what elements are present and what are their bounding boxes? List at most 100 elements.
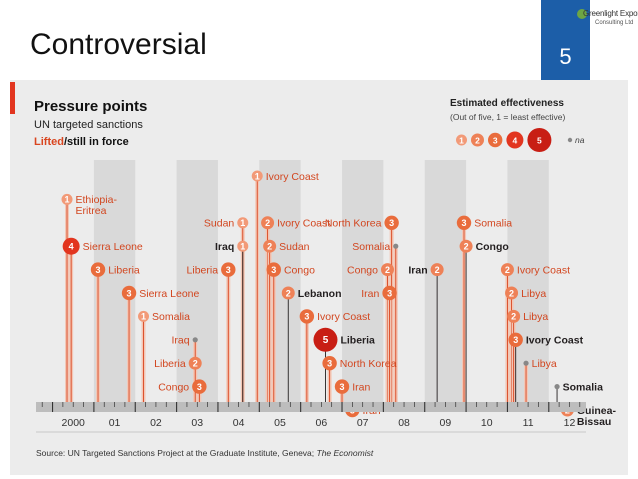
sanction-score-circle xyxy=(192,379,207,394)
sanction-score-label: 3 xyxy=(389,218,394,228)
sanction-country-label: Liberia xyxy=(154,358,186,370)
sanction-score-label: 2 xyxy=(267,242,272,252)
sanction-country-line: Iran xyxy=(361,288,379,300)
sanction-score-label: 3 xyxy=(304,312,309,322)
sanction-score-label: 3 xyxy=(226,265,231,275)
sanction-score-label: 3 xyxy=(96,265,101,275)
sanction-country-label: Congo xyxy=(347,264,378,276)
sanction-score-circle xyxy=(138,310,150,322)
tick-label: 11 xyxy=(523,417,534,429)
tick-label: 2000 xyxy=(62,417,86,429)
sanction-score-label: 3 xyxy=(387,288,392,298)
sanction-country-label: Somalia xyxy=(474,218,512,230)
sanction-country-label: Sierra Leone xyxy=(83,241,143,253)
sanction-country-line: Somalia xyxy=(152,311,190,323)
sanction-country-line: Libya xyxy=(523,311,548,323)
sanction-score-circle xyxy=(334,379,350,394)
tick-label: 12 xyxy=(564,417,576,429)
sanction-score-label: 2 xyxy=(385,265,390,275)
tick-label: 02 xyxy=(150,417,162,429)
sanction-score-circle xyxy=(313,327,338,352)
sanction-score-label: 2 xyxy=(435,265,440,275)
sanction-country-line: North Korea xyxy=(325,218,382,230)
source-text: Source: UN Targeted Sanctions Project at… xyxy=(36,448,317,458)
sanction-country-line: Liberia xyxy=(187,264,219,276)
sanction-country-label: Somalia xyxy=(352,241,390,253)
sanction-stems xyxy=(65,176,568,410)
sanction-country-label: Ivory Coast xyxy=(317,311,370,323)
sanction-na-dot xyxy=(192,337,198,343)
sanction-country-line: Somalia xyxy=(352,241,390,253)
legend-level-label: 2 xyxy=(475,135,480,145)
sanction-score-circle xyxy=(299,309,315,324)
sanction-country-label: Iran xyxy=(408,264,427,276)
sanction-score-circle xyxy=(221,262,236,277)
effectiveness-title: Estimated effectiveness xyxy=(450,98,564,109)
effectiveness-note: (Out of five, 1 = least effective) xyxy=(450,112,566,122)
legend-level-circle xyxy=(456,134,467,146)
accent-bar xyxy=(10,82,15,114)
legend-level-circle xyxy=(488,132,503,148)
sanction-country-line: Ivory Coast xyxy=(317,311,370,323)
legend-na-label: na xyxy=(575,135,585,145)
sanction-score-label: 2 xyxy=(286,288,291,298)
sanction-country-line: Iraq xyxy=(172,335,190,347)
sanction-country-line: Bissau xyxy=(577,416,611,428)
sanction-score-label: 5 xyxy=(323,335,329,346)
sanction-country-line: North Korea xyxy=(340,358,397,370)
sanction-country-line: Ivory Coast xyxy=(266,171,319,183)
legend-level-circle xyxy=(471,133,484,147)
sanction-score-circle xyxy=(188,356,202,370)
sanction-score-circle xyxy=(430,263,444,277)
sanction-country-label: Lebanon xyxy=(298,288,342,300)
sanction-country-line: Ivory Coast xyxy=(517,264,570,276)
sanction-score-label: 3 xyxy=(513,335,518,345)
page-number: 5 xyxy=(559,44,572,69)
source-publication: The Economist xyxy=(317,448,374,458)
sanction-score-label: 1 xyxy=(141,312,146,322)
sanction-country-label: Iraq xyxy=(215,241,234,253)
sanction-country-label: Sudan xyxy=(204,218,235,230)
sanction-country-line: Iran xyxy=(408,264,427,276)
sanction-country-label: Ivory Coast xyxy=(266,171,319,183)
year-bands xyxy=(93,160,549,402)
sanction-score-label: 1 xyxy=(255,171,260,181)
sanction-country-line: Lebanon xyxy=(298,288,342,300)
sanction-country-label: North Korea xyxy=(340,358,397,370)
legend-level-label: 4 xyxy=(513,135,518,145)
tick-label: 09 xyxy=(440,417,452,429)
sanction-country-label: Iraq xyxy=(172,335,190,347)
sanction-country-label: Libya xyxy=(523,311,548,323)
company-logo: Greenlight Exports Consulting Ltd xyxy=(577,5,638,35)
sanction-score-circle xyxy=(237,240,249,252)
slide-title: Controversial xyxy=(30,28,207,61)
legend-level-circle xyxy=(527,128,552,152)
sanction-score-label: 1 xyxy=(65,195,70,205)
sanction-country-label: Liberia xyxy=(340,335,375,347)
sanction-score-circle xyxy=(281,286,295,300)
sanction-country-line: Somalia xyxy=(474,218,512,230)
sanction-country-label: Ivory Coast xyxy=(277,218,330,230)
sanction-score-label: 3 xyxy=(271,265,276,275)
sanction-country-label: Sudan xyxy=(279,241,310,253)
sanction-score-label: 2 xyxy=(505,265,510,275)
sanction-country-label: Congo xyxy=(476,241,509,253)
sanction-score-circle xyxy=(322,356,337,371)
tick-label: 01 xyxy=(109,417,121,429)
sanction-country-line: Iraq xyxy=(215,241,234,253)
sanction-country-label: Libya xyxy=(521,288,546,300)
sanction-country-label: Iran xyxy=(361,288,379,300)
sanction-score-circle xyxy=(266,262,281,277)
sanction-country-label: Ivory Coast xyxy=(517,264,570,276)
chart-subtitle: UN targeted sanctions xyxy=(34,119,143,131)
legend-level-circle xyxy=(506,131,524,149)
legend-na-dot xyxy=(567,137,573,143)
sanction-country-label: Somalia xyxy=(152,311,190,323)
sanction-score-circle xyxy=(61,193,73,205)
sanction-score-circle xyxy=(251,170,263,182)
sanction-country-line: Liberia xyxy=(108,264,140,276)
sanction-score-circle xyxy=(500,263,514,277)
year-band xyxy=(259,160,301,402)
